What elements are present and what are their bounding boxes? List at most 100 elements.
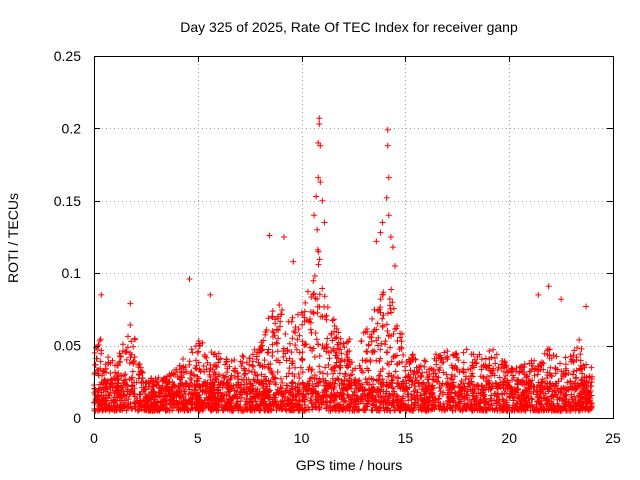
data-point bbox=[504, 379, 511, 386]
x-tick-label: 10 bbox=[294, 430, 310, 446]
data-point bbox=[105, 391, 112, 398]
data-point bbox=[317, 142, 324, 149]
data-point bbox=[319, 313, 326, 320]
data-point bbox=[126, 376, 133, 383]
data-point bbox=[174, 373, 181, 380]
data-point bbox=[210, 371, 217, 378]
data-point bbox=[344, 362, 351, 369]
data-point bbox=[296, 390, 303, 397]
data-point bbox=[100, 380, 107, 387]
data-point bbox=[190, 391, 197, 398]
data-point bbox=[390, 354, 397, 361]
data-point bbox=[269, 341, 276, 348]
data-point bbox=[495, 382, 502, 389]
data-point bbox=[316, 303, 323, 310]
data-point bbox=[140, 396, 147, 403]
data-point bbox=[392, 262, 399, 269]
data-point bbox=[166, 372, 173, 379]
data-point bbox=[380, 388, 387, 395]
data-point bbox=[272, 320, 279, 327]
data-point bbox=[430, 376, 437, 383]
data-point bbox=[136, 372, 143, 379]
data-point bbox=[576, 391, 583, 398]
data-point bbox=[171, 402, 178, 409]
data-point bbox=[343, 404, 350, 411]
x-tick-label: 20 bbox=[501, 430, 517, 446]
data-point bbox=[429, 376, 436, 383]
data-point bbox=[339, 380, 346, 387]
data-point bbox=[407, 367, 414, 374]
data-point bbox=[251, 377, 258, 384]
data-point bbox=[266, 381, 273, 388]
data-point bbox=[335, 355, 342, 362]
data-point bbox=[386, 381, 393, 388]
data-point bbox=[219, 384, 226, 391]
data-point bbox=[528, 365, 535, 372]
data-point bbox=[379, 393, 386, 400]
data-point bbox=[395, 405, 402, 412]
data-point bbox=[491, 407, 498, 414]
data-point bbox=[325, 361, 332, 368]
data-point bbox=[406, 406, 413, 413]
data-point bbox=[331, 328, 338, 335]
data-point bbox=[301, 308, 308, 315]
data-point bbox=[460, 369, 467, 376]
data-point bbox=[577, 357, 584, 364]
data-point bbox=[275, 315, 282, 322]
data-point bbox=[396, 359, 403, 366]
data-point bbox=[362, 376, 369, 383]
data-point bbox=[161, 393, 168, 400]
data-point bbox=[344, 348, 351, 355]
data-point bbox=[120, 388, 127, 395]
data-point bbox=[524, 373, 531, 380]
data-point bbox=[482, 355, 489, 362]
data-point bbox=[240, 354, 247, 361]
data-point bbox=[501, 403, 508, 410]
data-point bbox=[515, 369, 522, 376]
data-point bbox=[137, 368, 144, 375]
data-point bbox=[467, 365, 474, 372]
data-point bbox=[429, 366, 436, 373]
data-point bbox=[391, 407, 398, 414]
data-point bbox=[98, 347, 105, 354]
data-point bbox=[483, 407, 490, 414]
data-point bbox=[414, 389, 421, 396]
data-point bbox=[157, 384, 164, 391]
data-point bbox=[127, 354, 134, 361]
data-point bbox=[127, 401, 134, 408]
data-point bbox=[130, 343, 137, 350]
data-point bbox=[162, 406, 169, 413]
data-point bbox=[346, 384, 353, 391]
data-point bbox=[548, 354, 555, 361]
data-point bbox=[359, 383, 366, 390]
data-point bbox=[351, 404, 358, 411]
data-point bbox=[528, 390, 535, 397]
data-point bbox=[122, 371, 129, 378]
data-point bbox=[452, 407, 459, 414]
data-point bbox=[125, 404, 132, 411]
data-point bbox=[469, 362, 476, 369]
data-point bbox=[262, 331, 269, 338]
data-point bbox=[301, 396, 308, 403]
data-point bbox=[553, 391, 560, 398]
data-point bbox=[545, 345, 552, 352]
data-point bbox=[460, 380, 467, 387]
data-point bbox=[400, 351, 407, 358]
data-point bbox=[207, 390, 214, 397]
data-point bbox=[333, 334, 340, 341]
data-point bbox=[428, 365, 435, 372]
data-point bbox=[92, 388, 99, 395]
data-point bbox=[496, 374, 503, 381]
data-point bbox=[279, 398, 286, 405]
data-point bbox=[249, 398, 256, 405]
data-point bbox=[267, 360, 274, 367]
data-point bbox=[102, 398, 109, 405]
data-point bbox=[97, 358, 104, 365]
data-point bbox=[383, 194, 390, 201]
data-point bbox=[311, 273, 318, 280]
data-point bbox=[135, 363, 142, 370]
y-tick-label: 0.25 bbox=[54, 48, 81, 64]
data-point bbox=[417, 373, 424, 380]
data-point bbox=[387, 344, 394, 351]
data-point bbox=[411, 369, 417, 376]
